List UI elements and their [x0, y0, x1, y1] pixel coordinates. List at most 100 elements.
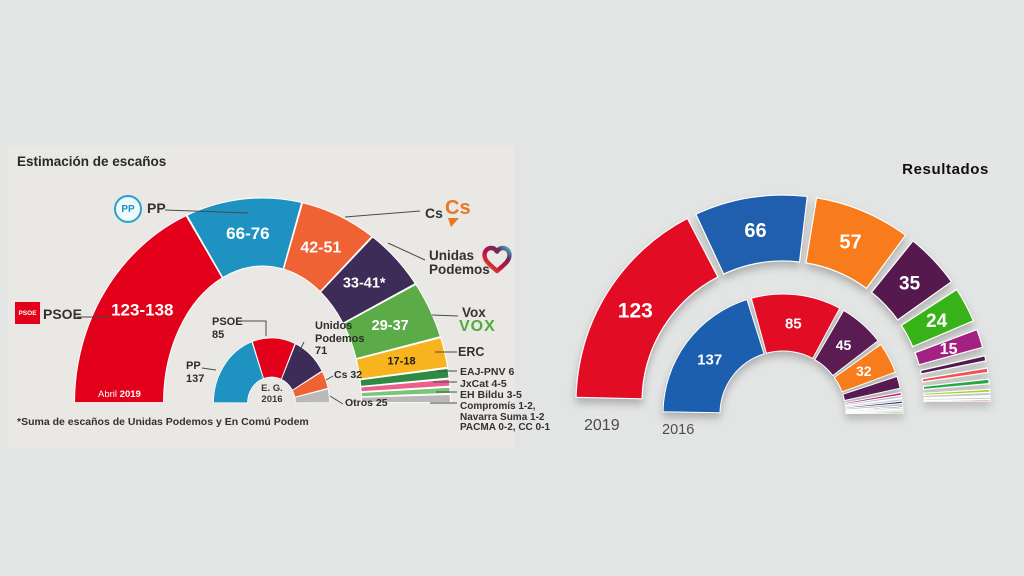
pp-logo-text: PP: [121, 203, 135, 215]
inner-otros-name: Otros: [345, 397, 374, 409]
segment-pp: [213, 341, 264, 404]
segment-pp: [186, 197, 303, 279]
eg-line1: E. G.: [261, 383, 283, 394]
others-line-2: Navarra Suma 1-2: [460, 411, 545, 423]
eg-line2: 2016: [261, 394, 283, 406]
results-chart-panel: Resultados 123 66 57 35 24 15 137 85 45 32 2019 2…: [555, 155, 1017, 455]
segment-value-label: 123-138: [111, 301, 173, 320]
segment-unidas-podemos: [870, 240, 953, 321]
party-value: 4-5: [491, 377, 507, 390]
callout-connector-line: [298, 341, 305, 353]
segment-minor: [845, 405, 904, 412]
inner-ring-center-label: E. G. 2016: [250, 383, 294, 406]
segment-minor: [919, 355, 987, 375]
estimation-chart-panel: 123-138 66-76 42-51 33-41* 29-37 17-18 Estima…: [8, 145, 550, 448]
inner-cs-value: 32: [350, 369, 363, 381]
outer-ring-period-label: Abril 2019: [98, 389, 141, 400]
segment-psoe: [750, 293, 841, 360]
party-row-jxcat: JxCat 4-5: [460, 378, 507, 390]
party-name: EAJ-PNV: [460, 366, 506, 378]
segment-value-label: 32: [856, 363, 872, 379]
segment-value-label: 66: [744, 220, 766, 242]
erc-callout-label: ERC: [458, 345, 485, 359]
inner-cs-callout: Cs 32: [334, 369, 362, 381]
others-line-1: Compromís 1-2,: [460, 401, 536, 412]
party-row-eh-bildu: EH Bildu 3-5: [460, 389, 522, 401]
segment-otros: [360, 393, 452, 404]
inner-pp-value: 137: [186, 372, 205, 385]
year-label-2016: 2016: [662, 422, 695, 438]
unidas-podemos-label-2: Podemos: [429, 262, 490, 277]
estimation-hemicycle-chart: 123-138 66-76 42-51 33-41* 29-37 17-18: [73, 197, 459, 405]
segment-value-label: 15: [940, 341, 958, 358]
unidas-podemos-label-1: Unidas: [429, 248, 475, 263]
others-line-3: PACMA 0-2, CC 0-1: [460, 422, 551, 433]
inner-otros-value: 25: [375, 397, 388, 409]
callout-connector-line: [431, 314, 459, 317]
segment-value-label: 123: [618, 299, 653, 322]
psoe-logo-icon: PSOE: [15, 302, 40, 324]
segment-minor: [844, 391, 903, 405]
party-row-eaj-pnv: EAJ-PNV 6: [460, 366, 514, 378]
segment-minor: [922, 378, 990, 391]
segment-eaj-pnv: [359, 367, 450, 387]
segment-value-label: 137: [697, 351, 722, 368]
segment-minor: [845, 408, 904, 413]
right-chart-title: Resultados: [902, 161, 989, 178]
segment-cs: [805, 197, 907, 290]
segment-value-label: 42-51: [300, 239, 341, 256]
segment-psoe: [575, 217, 719, 400]
inner-cs-name: Cs: [334, 369, 348, 381]
left-chart-title: Estimación de escaños: [17, 154, 167, 169]
party-value: 6: [508, 366, 515, 378]
inner-pp-callout: PP 137: [186, 360, 204, 385]
ring-abril-2019-estimaci-n: 123-138 66-76 42-51 33-41* 29-37 17-18: [73, 197, 452, 404]
segment-psoe: [251, 337, 296, 380]
cs-logo-icon: Cs: [445, 197, 471, 219]
segment-minor: [845, 400, 904, 409]
segment-value-label: 85: [785, 315, 802, 332]
psoe-logo-text: PSOE: [18, 309, 37, 317]
callout-connector-line: [325, 375, 334, 381]
segment-unidas-podemos: [319, 236, 416, 324]
abril-text: Abril: [98, 389, 118, 400]
pp-logo-icon: PP: [114, 195, 142, 223]
segment-value-label: 66-76: [226, 224, 269, 243]
segment-value-label: 24: [926, 311, 948, 332]
segment-minor: [923, 388, 991, 396]
pp-callout-label: PP: [147, 200, 166, 216]
callout-connector-line: [164, 209, 249, 214]
segment-minor: [923, 398, 991, 402]
inner-up-name-1: Unidos: [315, 320, 353, 332]
callout-connector-line: [344, 210, 421, 218]
footnote: *Suma de escaños de Unidas Podemos y En …: [17, 416, 309, 428]
segment-jxcat: [360, 378, 451, 393]
ring-e-g-2016: [213, 337, 330, 404]
segment-pp: [695, 194, 808, 275]
party-name: JxCat: [460, 377, 489, 390]
segment-cs: [283, 202, 373, 293]
inner-pp-name: PP: [186, 360, 201, 372]
year-label-2019: 2019: [584, 417, 620, 434]
inner-psoe-name: PSOE: [212, 316, 243, 328]
segment-minor: [923, 395, 991, 400]
inner-up-name-2: Podemos: [315, 332, 365, 345]
callout-connector-line: [387, 242, 426, 261]
callout-connector-line: [329, 395, 344, 405]
psoe-callout-label: PSOE: [43, 306, 82, 322]
segment-value-label: 33-41*: [343, 275, 386, 291]
segment-psoe: [73, 215, 223, 404]
segment-erc: [914, 328, 984, 366]
segment-value-label: 45: [836, 337, 852, 353]
callout-connector-line: [201, 367, 217, 371]
segment-minor: [844, 397, 903, 407]
unidas-podemos-heart-icon: [482, 245, 512, 274]
vox-logo-icon: VOX: [459, 318, 496, 335]
segment-value-label: 35: [899, 273, 921, 294]
cs-logo-triangle-icon: [448, 218, 459, 227]
segment-value-label: 57: [839, 232, 861, 254]
segment-otros: [294, 388, 330, 404]
